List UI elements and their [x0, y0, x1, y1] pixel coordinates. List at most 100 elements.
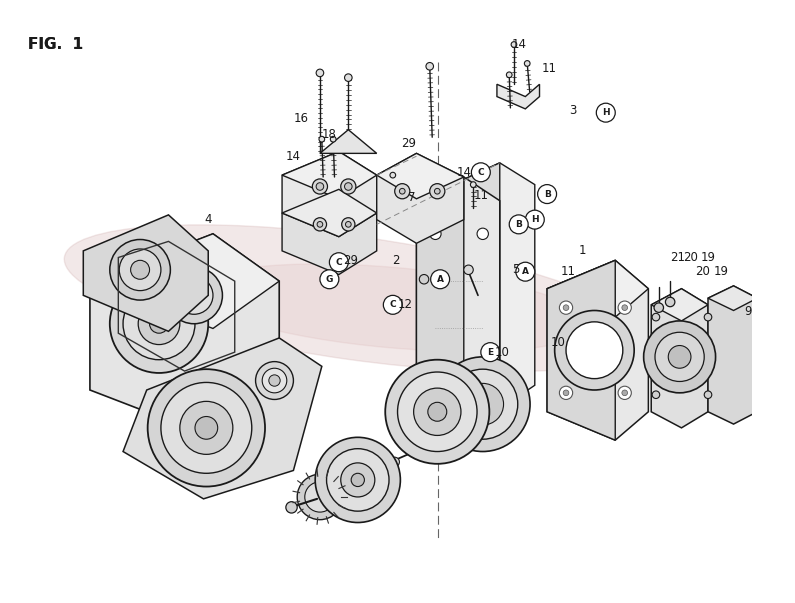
Polygon shape: [90, 234, 279, 437]
Circle shape: [175, 276, 213, 314]
Text: 16: 16: [293, 112, 308, 125]
Circle shape: [320, 270, 339, 289]
Text: B: B: [544, 189, 550, 198]
Circle shape: [448, 369, 518, 439]
Ellipse shape: [64, 225, 646, 371]
Circle shape: [430, 361, 441, 372]
Circle shape: [669, 346, 691, 368]
Text: 20: 20: [684, 251, 698, 264]
Circle shape: [510, 215, 528, 234]
Circle shape: [255, 362, 293, 399]
Circle shape: [652, 314, 660, 321]
Circle shape: [428, 402, 447, 421]
Circle shape: [622, 390, 627, 396]
Circle shape: [431, 270, 450, 289]
Circle shape: [317, 221, 323, 227]
Polygon shape: [708, 286, 757, 424]
Circle shape: [563, 305, 569, 311]
Circle shape: [506, 72, 512, 78]
Text: FIG.  1: FIG. 1: [29, 37, 83, 52]
Text: 1: 1: [579, 244, 586, 257]
Polygon shape: [282, 213, 377, 274]
Circle shape: [665, 297, 675, 307]
Circle shape: [138, 303, 180, 344]
Circle shape: [346, 221, 351, 227]
Circle shape: [344, 74, 352, 81]
Circle shape: [304, 482, 335, 512]
Circle shape: [262, 368, 287, 393]
Text: 4: 4: [204, 213, 212, 226]
Circle shape: [327, 449, 389, 511]
Polygon shape: [651, 289, 708, 428]
Circle shape: [165, 267, 223, 324]
Circle shape: [463, 265, 473, 274]
Circle shape: [477, 228, 488, 239]
Text: G: G: [326, 275, 333, 284]
Circle shape: [149, 314, 169, 333]
Circle shape: [161, 382, 252, 473]
Circle shape: [394, 184, 410, 199]
Circle shape: [622, 305, 627, 311]
Circle shape: [341, 179, 356, 194]
Circle shape: [704, 391, 712, 399]
Text: 19: 19: [700, 251, 716, 264]
Text: 11: 11: [541, 62, 556, 75]
Text: 3: 3: [569, 104, 576, 117]
Text: C: C: [478, 168, 484, 177]
Text: 19: 19: [714, 265, 729, 278]
Circle shape: [563, 390, 569, 396]
Text: 7: 7: [408, 191, 416, 204]
Text: FIG.  1: FIG. 1: [29, 37, 83, 52]
Circle shape: [312, 179, 328, 194]
Text: B: B: [515, 220, 522, 229]
Polygon shape: [417, 177, 500, 409]
Circle shape: [644, 321, 716, 393]
Circle shape: [341, 463, 374, 497]
Circle shape: [560, 386, 572, 399]
Text: 18: 18: [322, 128, 337, 141]
Circle shape: [462, 384, 503, 425]
Circle shape: [119, 249, 161, 291]
Circle shape: [297, 474, 343, 520]
Polygon shape: [90, 234, 279, 329]
Circle shape: [525, 210, 545, 229]
Polygon shape: [547, 260, 615, 440]
Text: A: A: [522, 267, 529, 276]
Circle shape: [148, 369, 265, 487]
Circle shape: [390, 172, 396, 178]
Polygon shape: [123, 338, 322, 499]
Circle shape: [399, 188, 405, 194]
Circle shape: [319, 136, 324, 142]
Text: E: E: [487, 348, 494, 356]
Polygon shape: [282, 189, 377, 236]
Polygon shape: [377, 153, 463, 199]
Circle shape: [130, 260, 149, 279]
Circle shape: [477, 361, 488, 372]
Circle shape: [655, 332, 704, 382]
Polygon shape: [282, 151, 377, 236]
Circle shape: [286, 502, 297, 513]
Circle shape: [123, 288, 195, 360]
Circle shape: [618, 386, 631, 399]
Polygon shape: [320, 130, 377, 153]
Circle shape: [560, 301, 572, 314]
Circle shape: [537, 185, 556, 204]
Polygon shape: [417, 177, 463, 409]
Polygon shape: [282, 151, 377, 199]
Polygon shape: [547, 260, 649, 440]
Polygon shape: [377, 153, 463, 243]
Circle shape: [195, 417, 218, 439]
Text: 11: 11: [560, 265, 576, 278]
Circle shape: [315, 437, 401, 523]
Circle shape: [110, 274, 208, 373]
Circle shape: [331, 136, 336, 142]
Circle shape: [436, 357, 530, 452]
Polygon shape: [497, 84, 540, 109]
Text: 9: 9: [744, 305, 751, 318]
Circle shape: [471, 182, 476, 188]
Polygon shape: [547, 260, 649, 317]
Circle shape: [187, 288, 202, 303]
Circle shape: [525, 61, 530, 66]
Text: 2: 2: [392, 254, 399, 267]
Circle shape: [471, 163, 491, 182]
